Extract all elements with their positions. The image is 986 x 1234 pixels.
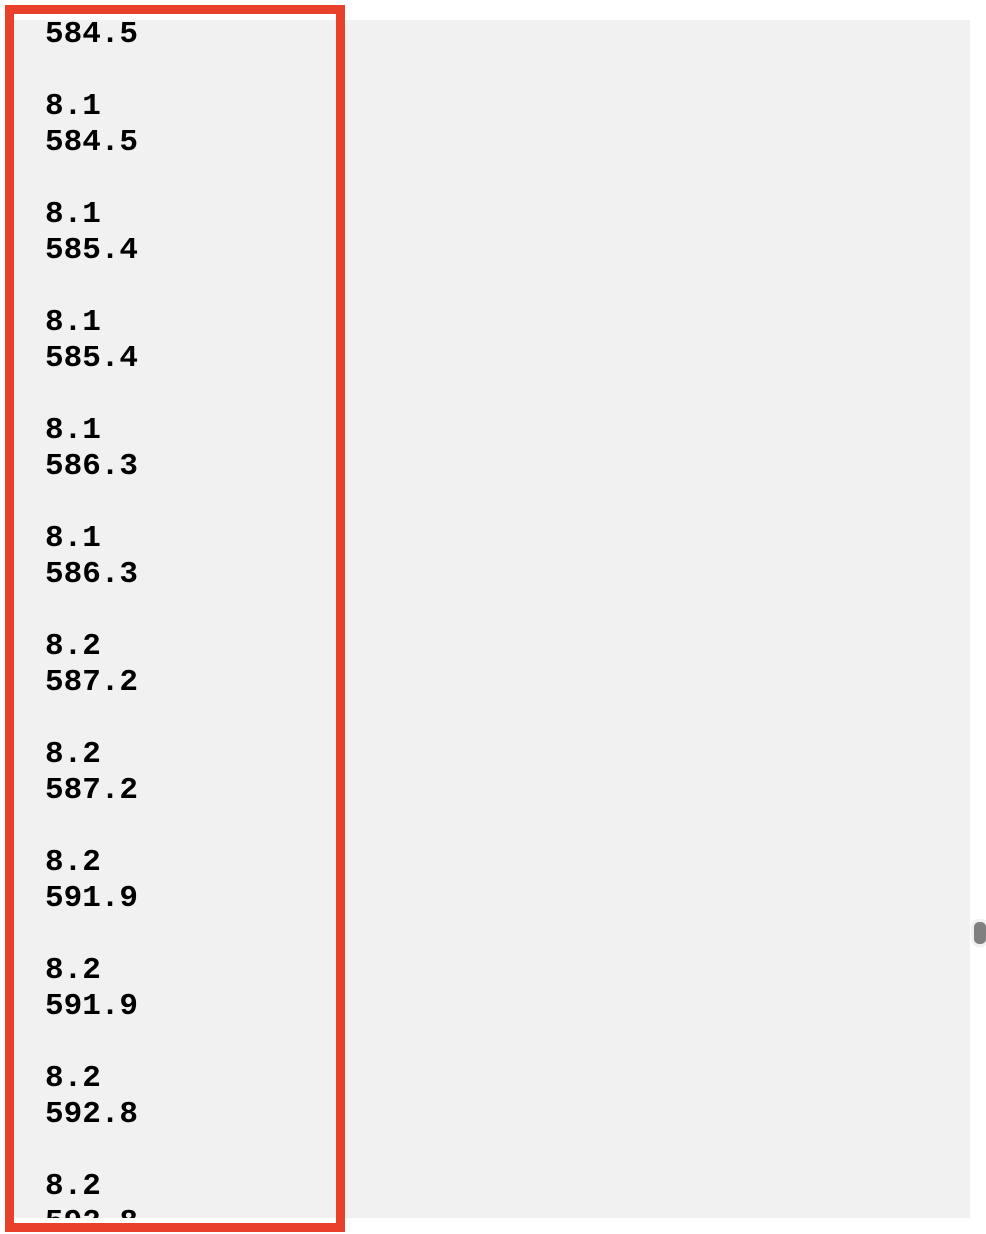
value-list: 584.5 8.1 584.5 8.1 585.4 8.1 585.4 8.1 586.3 8.1… [45, 20, 138, 1218]
blank-line [45, 1025, 138, 1061]
blank-line [45, 701, 138, 737]
value-line: 8.2 [45, 953, 101, 988]
value-line: 587.2 [45, 665, 139, 700]
blank-line [45, 1133, 138, 1169]
value-line: 8.1 [45, 413, 101, 448]
value-line: 8.1 [45, 521, 101, 556]
value-line: 584.5 [45, 125, 139, 160]
value-line: 591.9 [45, 989, 139, 1024]
value-line: 592.8 [45, 1097, 139, 1132]
value-line: 584.5 [45, 20, 139, 52]
value-line: 585.4 [45, 341, 139, 376]
blank-line [45, 593, 138, 629]
blank-line [45, 53, 138, 89]
text-output-panel: 584.5 8.1 584.5 8.1 585.4 8.1 585.4 8.1 586.3 8.1… [14, 20, 970, 1218]
blank-line [45, 377, 138, 413]
blank-line [45, 485, 138, 521]
value-line: 8.2 [45, 1169, 101, 1204]
value-line: 592.8 [45, 1205, 138, 1218]
value-line: 8.1 [45, 89, 101, 124]
value-line: 8.2 [45, 629, 101, 664]
value-line: 8.2 [45, 1061, 101, 1096]
value-line: 585.4 [45, 233, 139, 268]
value-line: 587.2 [45, 773, 139, 808]
scrollbar-thumb[interactable] [974, 922, 986, 944]
blank-line [45, 161, 138, 197]
value-line: 586.3 [45, 449, 139, 484]
value-line: 8.2 [45, 845, 101, 880]
blank-line [45, 809, 138, 845]
blank-line [45, 269, 138, 305]
value-line: 586.3 [45, 557, 139, 592]
blank-line [45, 917, 138, 953]
value-line: 591.9 [45, 881, 139, 916]
value-line: 8.1 [45, 305, 101, 340]
value-line: 8.1 [45, 197, 101, 232]
value-line: 8.2 [45, 737, 101, 772]
